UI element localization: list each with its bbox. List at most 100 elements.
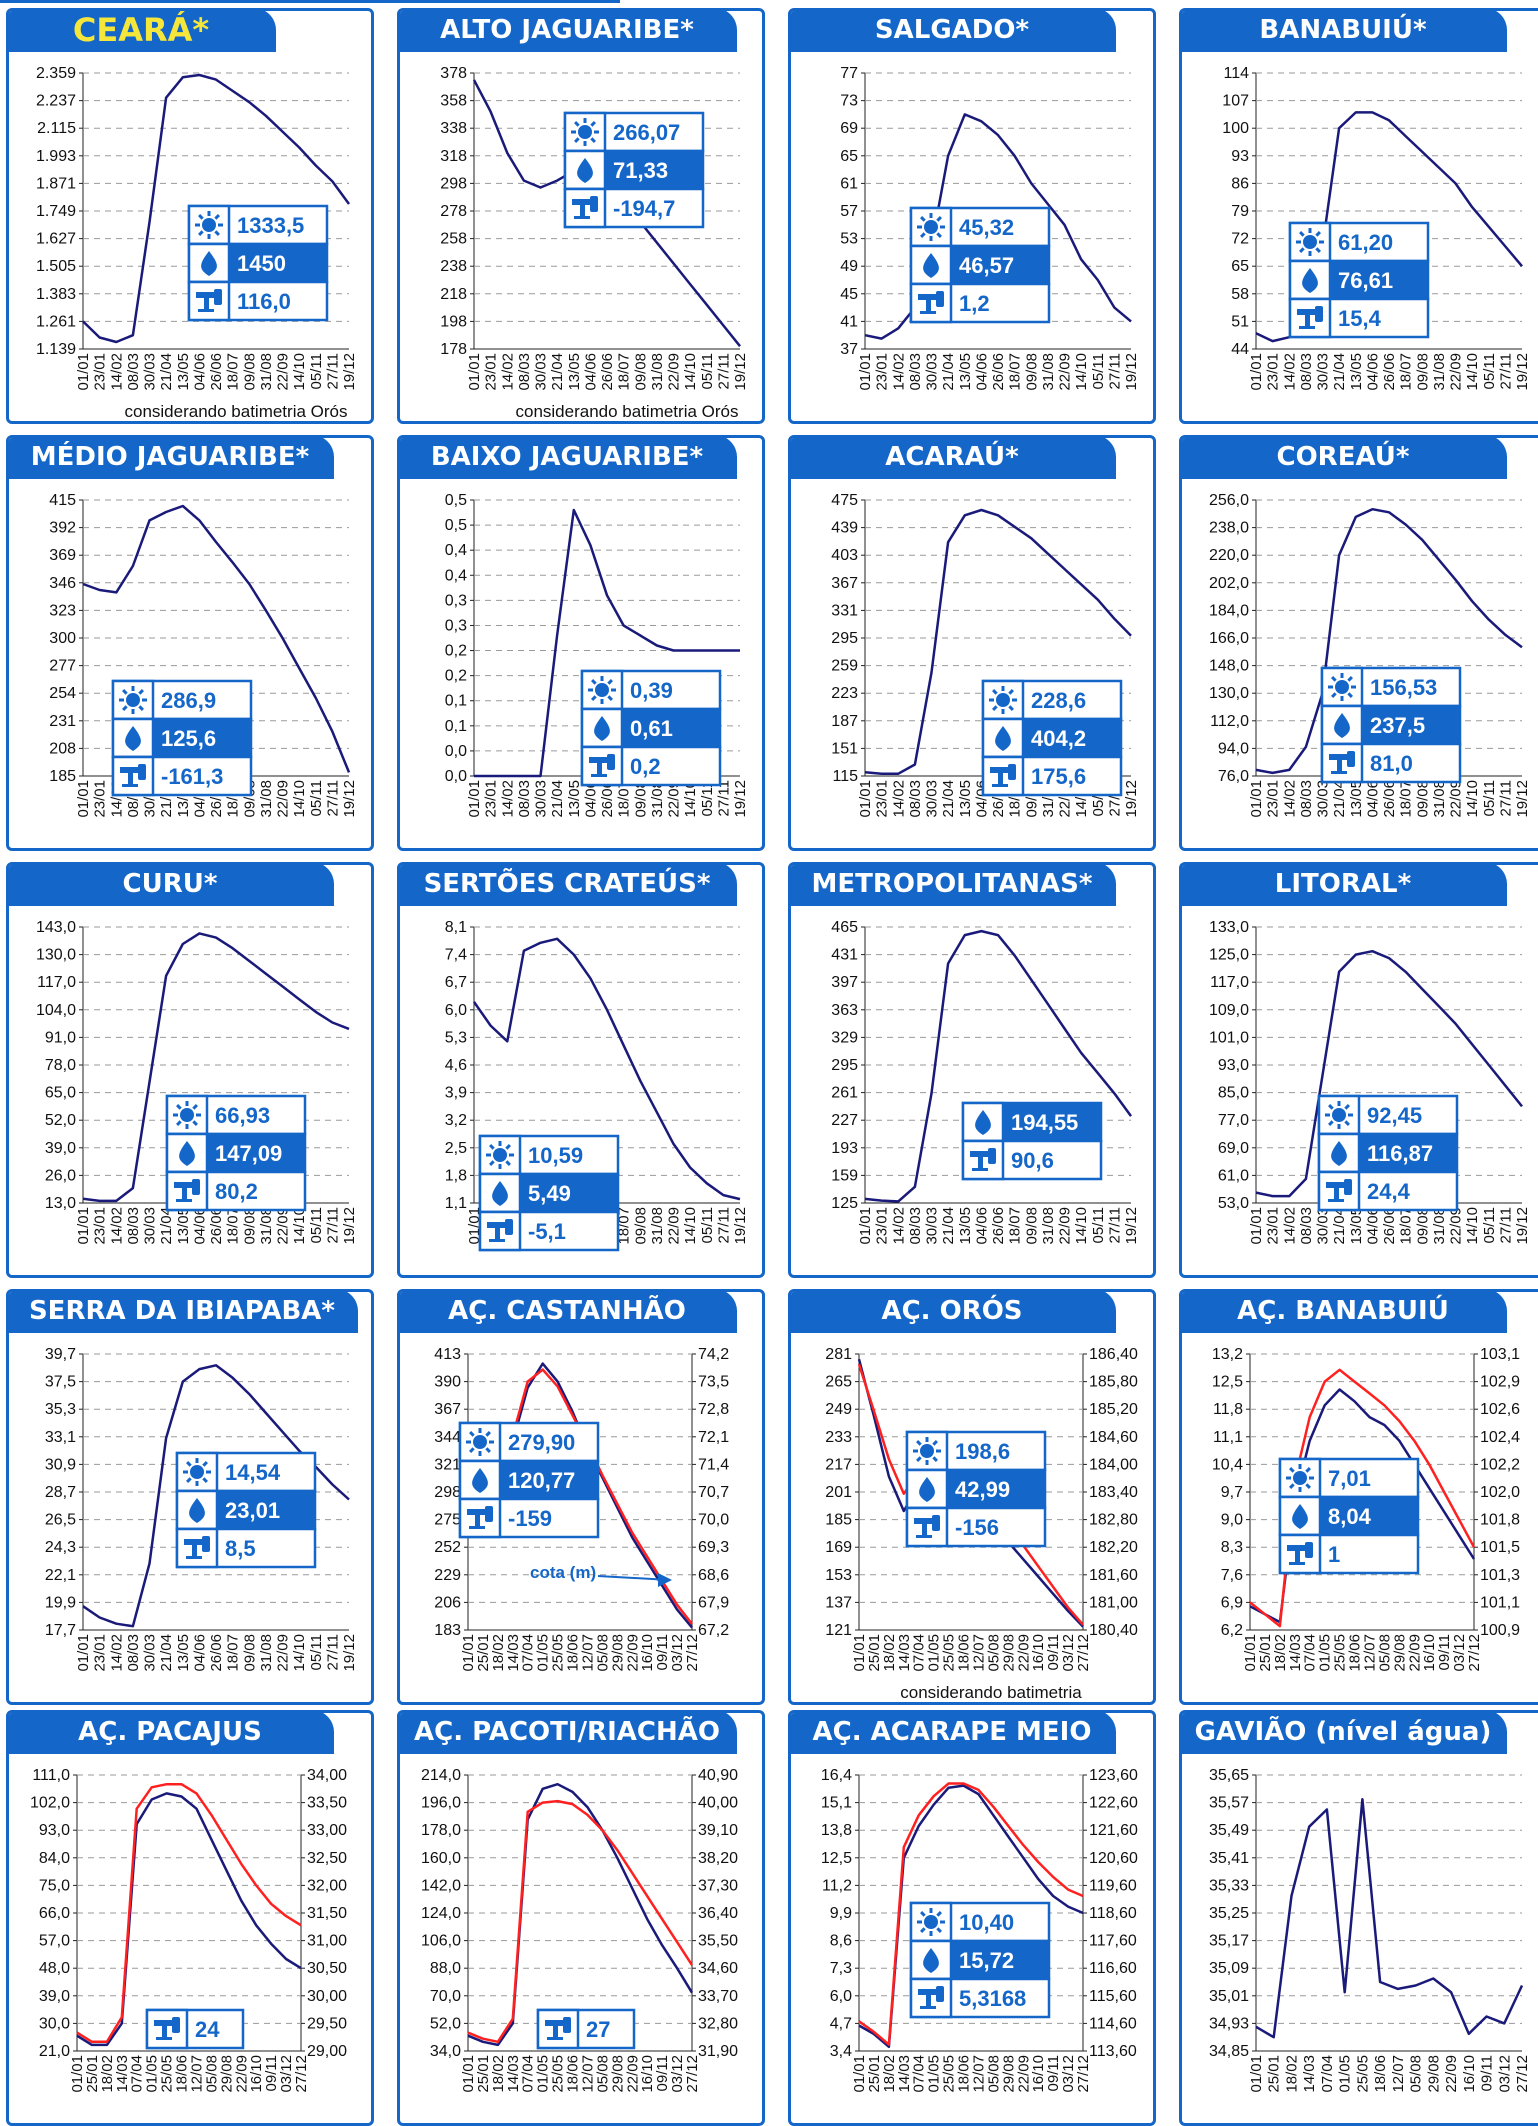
- y2-tick-label: 68,6: [698, 1567, 729, 1584]
- x-tick-label: 14/10: [291, 1634, 308, 1672]
- drop-value: 15,72: [959, 1948, 1014, 1973]
- drop-value: 76,61: [1338, 268, 1393, 293]
- y2-tick-label: 186,40: [1089, 1346, 1138, 1363]
- y-tick-label: 338: [440, 120, 467, 137]
- y2-tick-label: 73,5: [698, 1374, 729, 1391]
- y-tick-label: 6,2: [1221, 1622, 1243, 1639]
- x-tick-label: 08/03: [907, 1207, 924, 1245]
- y-tick-label: 115: [832, 768, 858, 785]
- y-tick-label: 3,9: [445, 1085, 467, 1102]
- x-tick-label: 13/05: [957, 780, 974, 818]
- x-tick-label: 05/11: [308, 353, 325, 389]
- x-tick-label: 14/10: [1464, 780, 1481, 818]
- x-tick-label: 27/11: [324, 1634, 341, 1670]
- y-tick-label: 415: [49, 492, 76, 509]
- y2-tick-label: 33,50: [307, 1795, 347, 1812]
- y-tick-label: 34,93: [1209, 2015, 1249, 2032]
- x-tick-label: 23/01: [874, 780, 891, 818]
- drop-value: 237,5: [1370, 713, 1425, 738]
- y-tick-label: 102,0: [30, 1795, 70, 1812]
- y2-tick-label: 102,2: [1480, 1456, 1520, 1473]
- y2-tick-label: 102,4: [1480, 1429, 1520, 1446]
- x-tick-label: 22/09: [275, 780, 292, 818]
- y-tick-label: 187: [831, 713, 858, 730]
- x-tick-label: 27/12: [684, 2055, 701, 2093]
- y-tick-label: 137: [825, 1594, 852, 1611]
- y-tick-label: 295: [831, 1057, 858, 1074]
- x-tick-label: 08/03: [1298, 1207, 1315, 1245]
- x-tick-label: 08/03: [125, 353, 142, 391]
- y-tick-label: 70,0: [430, 1988, 461, 2005]
- y2-tick-label: 31,00: [307, 1933, 347, 1950]
- y-tick-label: 39,0: [45, 1140, 76, 1157]
- y-tick-label: 44: [1231, 341, 1249, 358]
- y-tick-label: 58: [1231, 286, 1249, 303]
- y-tick-label: 358: [440, 93, 467, 110]
- y-tick-label: 39,7: [45, 1346, 76, 1363]
- x-tick-label: 09/11: [1479, 2055, 1496, 2091]
- y-tick-label: 1.749: [36, 203, 76, 220]
- y-tick-label: 13,2: [1212, 1346, 1243, 1363]
- sun-icon: [195, 211, 223, 239]
- y2-tick-label: 113,60: [1089, 2043, 1137, 2060]
- drop-value: 0,61: [630, 716, 673, 741]
- sun-icon: [917, 1908, 945, 1936]
- x-tick-label: 23/01: [483, 780, 500, 818]
- chart-svg: 17,719,922,124,326,528,730,933,135,337,5…: [9, 1292, 371, 1702]
- drop-value: 147,09: [215, 1141, 282, 1166]
- y-tick-label: 88,0: [430, 1960, 461, 1977]
- chart-svg: 21,030,039,048,057,066,075,084,093,0102,…: [9, 1713, 371, 2123]
- x-tick-label: 14/02: [890, 1207, 907, 1245]
- x-tick-label: 01/05: [1337, 2055, 1354, 2093]
- y-tick-label: 185: [825, 1512, 852, 1529]
- x-tick-label: 27/12: [1466, 1634, 1483, 1672]
- tap-value: 27: [586, 2017, 610, 2042]
- y-tick-label: 48,0: [39, 1960, 70, 1977]
- y-tick-label: 185: [49, 768, 76, 785]
- x-tick-label: 13/05: [1348, 1207, 1365, 1245]
- x-tick-label: 14/02: [890, 780, 907, 818]
- y2-tick-label: 33,70: [698, 1988, 738, 2005]
- y-tick-label: 431: [831, 947, 858, 964]
- y-tick-label: 0,2: [445, 643, 467, 660]
- y-tick-label: 0,4: [445, 567, 467, 584]
- chart-svg: 0,00,00,10,10,20,20,30,30,40,40,50,501/0…: [400, 438, 762, 848]
- y2-tick-label: 72,8: [698, 1401, 729, 1418]
- y-tick-label: 35,57: [1209, 1795, 1249, 1812]
- x-tick-label: 19/12: [341, 353, 358, 391]
- y-tick-label: 22,1: [45, 1567, 76, 1584]
- y-tick-label: 79: [1231, 203, 1249, 220]
- x-tick-label: 13/05: [175, 1634, 192, 1672]
- x-tick-label: 18/07: [1398, 353, 1415, 391]
- sun-value: 10,40: [959, 1910, 1014, 1935]
- x-tick-label: 13/05: [175, 353, 192, 391]
- y-tick-label: 321: [434, 1456, 461, 1473]
- y-tick-label: 0,1: [445, 693, 467, 710]
- x-tick-label: 22/09: [666, 353, 683, 391]
- y-tick-label: 1.871: [36, 175, 76, 192]
- x-tick-label: 26/06: [208, 1207, 225, 1245]
- y-tick-label: 73: [840, 93, 858, 110]
- y-tick-label: 49: [840, 258, 858, 275]
- x-tick-label: 31/08: [1431, 353, 1448, 391]
- x-tick-label: 27/11: [1106, 1207, 1123, 1243]
- x-tick-label: 09/08: [632, 353, 649, 391]
- x-tick-label: 14/10: [291, 353, 308, 391]
- y-tick-label: 57: [840, 203, 858, 220]
- y-tick-label: 153: [825, 1567, 852, 1584]
- y-tick-label: 160,0: [421, 1850, 461, 1867]
- y-tick-label: 65: [1231, 258, 1249, 275]
- x-tick-label: 08/03: [516, 353, 533, 391]
- x-tick-label: 26/06: [1381, 780, 1398, 818]
- y-tick-label: 196,0: [421, 1795, 461, 1812]
- batimetria-note: considerando batimetria Orós: [124, 402, 347, 421]
- x-tick-label: 14/10: [682, 353, 699, 391]
- y-tick-label: 0,2: [445, 668, 467, 685]
- x-tick-label: 31/08: [1040, 1207, 1057, 1245]
- x-tick-label: 21/04: [549, 353, 566, 391]
- y-tick-label: 1.383: [36, 286, 76, 303]
- x-tick-label: 09/08: [632, 1207, 649, 1245]
